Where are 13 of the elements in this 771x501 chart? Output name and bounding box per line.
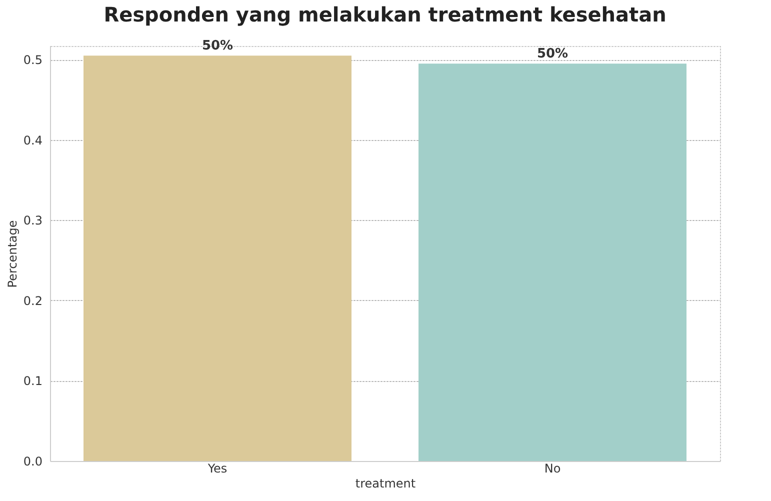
data-label: 50% [536, 46, 568, 62]
y-tick-label: 0.4 [23, 133, 42, 148]
y-tick-label: 0.3 [23, 214, 42, 228]
y-axis-title: Percentage [5, 220, 20, 288]
y-tick-label: 0.1 [23, 374, 42, 388]
data-label: 50% [202, 38, 234, 54]
y-tick-label: 0.2 [23, 294, 42, 308]
y-tick-label: 0.5 [23, 53, 42, 68]
x-axis-title: treatment [355, 476, 416, 490]
y-tick-label: 0.0 [23, 454, 42, 468]
chart-title: Responden yang melakukan treatment kesehatan [104, 2, 666, 27]
x-tick-label: No [544, 462, 561, 476]
x-tick-label: Yes [206, 462, 228, 476]
